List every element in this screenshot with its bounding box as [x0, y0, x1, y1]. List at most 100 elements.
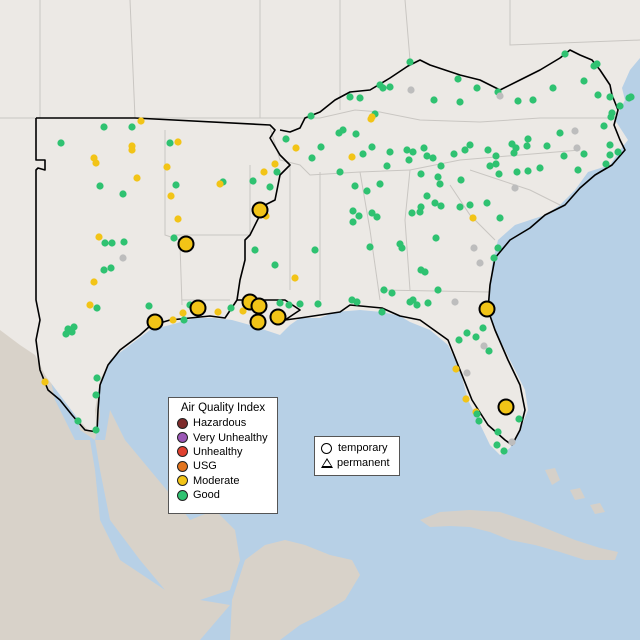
monitor-marker[interactable] [473, 84, 481, 92]
monitor-marker[interactable] [607, 113, 615, 121]
monitor-marker[interactable] [291, 274, 299, 282]
monitor-marker[interactable] [594, 91, 602, 99]
monitor-marker[interactable] [495, 170, 503, 178]
monitor-marker[interactable] [408, 209, 416, 217]
monitor-marker[interactable] [469, 214, 477, 222]
monitor-marker[interactable] [170, 234, 178, 242]
monitor-marker[interactable] [386, 148, 394, 156]
monitor-marker[interactable] [492, 152, 500, 160]
monitor-marker[interactable] [128, 146, 136, 154]
monitor-marker[interactable] [463, 369, 471, 377]
monitor-marker[interactable] [317, 143, 325, 151]
monitor-marker[interactable] [307, 112, 315, 120]
monitor-marker[interactable] [523, 142, 531, 150]
monitor-marker[interactable] [457, 176, 465, 184]
monitor-marker[interactable] [437, 202, 445, 210]
monitor-marker[interactable] [214, 308, 222, 316]
monitor-marker[interactable] [490, 254, 498, 262]
monitor-marker[interactable] [90, 278, 98, 286]
monitor-marker[interactable] [574, 166, 582, 174]
monitor-marker[interactable] [466, 201, 474, 209]
monitor-marker[interactable] [625, 94, 633, 102]
monitor-marker[interactable] [600, 122, 608, 130]
monitor-marker[interactable] [561, 50, 569, 58]
monitor-marker[interactable] [107, 264, 115, 272]
monitor-marker[interactable] [348, 153, 356, 161]
monitor-marker[interactable] [455, 336, 463, 344]
monitor-marker[interactable] [41, 378, 49, 386]
monitor-marker[interactable] [101, 239, 109, 247]
monitor-marker[interactable] [606, 93, 614, 101]
monitor-marker[interactable] [420, 144, 428, 152]
monitor-marker[interactable] [373, 213, 381, 221]
monitor-marker[interactable] [379, 84, 387, 92]
temporary-monitor-marker[interactable] [269, 308, 287, 326]
monitor-marker[interactable] [296, 300, 304, 308]
monitor-marker[interactable] [511, 184, 519, 192]
monitor-marker[interactable] [571, 127, 579, 135]
monitor-marker[interactable] [378, 308, 386, 316]
monitor-marker[interactable] [119, 254, 127, 262]
monitor-marker[interactable] [472, 333, 480, 341]
monitor-marker[interactable] [423, 152, 431, 160]
monitor-marker[interactable] [513, 168, 521, 176]
monitor-marker[interactable] [424, 299, 432, 307]
monitor-marker[interactable] [282, 135, 290, 143]
monitor-marker[interactable] [128, 123, 136, 131]
monitor-marker[interactable] [273, 168, 281, 176]
temporary-monitor-marker[interactable] [249, 313, 267, 331]
monitor-marker[interactable] [366, 243, 374, 251]
monitor-marker[interactable] [451, 298, 459, 306]
temporary-monitor-marker[interactable] [251, 201, 269, 219]
monitor-marker[interactable] [492, 160, 500, 168]
monitor-marker[interactable] [593, 60, 601, 68]
monitor-marker[interactable] [292, 144, 300, 152]
monitor-marker[interactable] [616, 102, 624, 110]
monitor-marker[interactable] [62, 330, 70, 338]
monitor-marker[interactable] [461, 146, 469, 154]
monitor-marker[interactable] [92, 159, 100, 167]
monitor-marker[interactable] [92, 391, 100, 399]
monitor-marker[interactable] [405, 156, 413, 164]
monitor-marker[interactable] [606, 151, 614, 159]
monitor-marker[interactable] [137, 117, 145, 125]
monitor-marker[interactable] [515, 415, 523, 423]
monitor-marker[interactable] [216, 180, 224, 188]
monitor-marker[interactable] [549, 84, 557, 92]
monitor-marker[interactable] [339, 126, 347, 134]
monitor-marker[interactable] [368, 113, 376, 121]
temporary-monitor-marker[interactable] [497, 398, 515, 416]
monitor-marker[interactable] [500, 447, 508, 455]
monitor-marker[interactable] [409, 148, 417, 156]
monitor-marker[interactable] [93, 374, 101, 382]
monitor-marker[interactable] [383, 162, 391, 170]
monitor-marker[interactable] [398, 244, 406, 252]
monitor-marker[interactable] [466, 141, 474, 149]
monitor-marker[interactable] [485, 347, 493, 355]
monitor-marker[interactable] [368, 209, 376, 217]
monitor-marker[interactable] [496, 214, 504, 222]
monitor-marker[interactable] [452, 365, 460, 373]
monitor-marker[interactable] [484, 146, 492, 154]
monitor-marker[interactable] [285, 301, 293, 309]
monitor-marker[interactable] [167, 192, 175, 200]
monitor-marker[interactable] [524, 135, 532, 143]
monitor-marker[interactable] [368, 143, 376, 151]
monitor-marker[interactable] [355, 212, 363, 220]
monitor-marker[interactable] [580, 77, 588, 85]
monitor-marker[interactable] [239, 307, 247, 315]
monitor-marker[interactable] [349, 207, 357, 215]
monitor-marker[interactable] [560, 152, 568, 160]
monitor-marker[interactable] [494, 244, 502, 252]
monitor-marker[interactable] [480, 342, 488, 350]
monitor-marker[interactable] [429, 154, 437, 162]
monitor-marker[interactable] [251, 246, 259, 254]
monitor-marker[interactable] [95, 233, 103, 241]
monitor-marker[interactable] [536, 164, 544, 172]
monitor-marker[interactable] [417, 203, 425, 211]
monitor-marker[interactable] [249, 177, 257, 185]
monitor-marker[interactable] [606, 141, 614, 149]
monitor-marker[interactable] [463, 329, 471, 337]
monitor-marker[interactable] [510, 149, 518, 157]
monitor-marker[interactable] [473, 410, 481, 418]
